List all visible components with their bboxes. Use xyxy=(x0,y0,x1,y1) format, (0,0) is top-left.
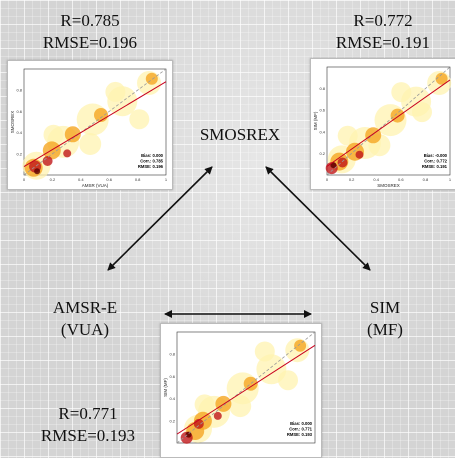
x-tick-label: 0.8 xyxy=(135,177,141,182)
x-tick-label: 0 xyxy=(23,177,26,182)
node-amsr-e: AMSR-E (VUA) xyxy=(30,297,140,341)
density-blob xyxy=(391,82,412,103)
node-sim-source: (MF) xyxy=(367,320,403,339)
x-tick-label: 1 xyxy=(165,177,168,182)
density-blob xyxy=(355,150,364,159)
stats-amsr-sim: R=0.771 RMSE=0.193 xyxy=(18,403,158,447)
node-amsr-source: (VUA) xyxy=(60,320,110,339)
one-to-one-line xyxy=(23,68,167,176)
x-tick-label: 0.4 xyxy=(373,177,379,182)
y-tick-label: 0.6 xyxy=(169,374,175,379)
y-tick-label: 0.4 xyxy=(16,130,22,135)
stats-sim-smosrex: R=0.772 RMSE=0.191 xyxy=(318,10,448,54)
density-blob xyxy=(129,109,150,130)
x-tick-label: 0.4 xyxy=(78,177,84,182)
node-amsr-name: AMSR-E xyxy=(52,298,118,317)
node-sim: SIM (MF) xyxy=(345,297,425,341)
density-blob xyxy=(278,370,298,391)
density-blob xyxy=(79,133,102,155)
y-tick-label: 0.2 xyxy=(319,151,325,156)
y-tick-label: 0.4 xyxy=(319,129,325,134)
density-blob xyxy=(337,157,348,168)
density-cloud xyxy=(180,338,310,444)
plot-stat-text: RMSE: 0.193 xyxy=(287,432,313,437)
density-blob xyxy=(94,108,108,122)
density-blob xyxy=(243,376,258,391)
density-svg-amsr-smosrex: 0.2 0.4 0.6 0.8 0 0.2 0.4 0.6 0.8 1 SMOSREX AMSR (V… xyxy=(10,68,168,188)
stat-rmse-amsr-sim: RMSE=0.193 xyxy=(40,426,136,445)
plot-stat-text: Bias: 0.000 xyxy=(290,421,313,426)
stat-r-amsr-sim: R=0.771 xyxy=(58,404,118,423)
y-axis-label: SMOSREX xyxy=(10,111,15,134)
node-smosrex: SMOSREX xyxy=(199,125,281,144)
arrow-amsr-smosrex xyxy=(107,166,213,271)
y-tick-label: 0.2 xyxy=(169,418,175,423)
stats-amsr-smosrex: R=0.785 RMSE=0.196 xyxy=(20,10,160,54)
x-axis-label: SMOSREX xyxy=(377,183,400,188)
x-tick-label: 0.2 xyxy=(50,177,56,182)
stat-r-sim-smosrex: R=0.772 xyxy=(353,11,413,30)
y-axis-label: SIM (MF) xyxy=(313,111,318,130)
node-sim-name: SIM xyxy=(369,298,401,317)
density-cloud xyxy=(22,71,161,180)
stat-r-amsr-smosrex: R=0.785 xyxy=(60,11,120,30)
density-svg-sim-smosrex: 0.2 0.4 0.6 0.8 0 0.2 0.4 0.6 0.8 1 SIM (MF) SMOSRE… xyxy=(313,66,452,188)
one-to-one-line xyxy=(326,66,451,176)
y-tick-label: 0.6 xyxy=(319,108,325,113)
stat-rmse-amsr-smosrex: RMSE=0.196 xyxy=(42,33,138,52)
x-tick-label: 0.8 xyxy=(423,177,429,182)
y-axis-label: SIM (MF) xyxy=(163,378,168,397)
density-blob xyxy=(194,394,215,415)
plot-stat-text: Corr.: 0.785 xyxy=(140,159,163,164)
density-blob xyxy=(229,395,252,418)
density-blob xyxy=(105,81,126,102)
density-plot-amsr-sim: 0.2 0.4 0.6 0.8 SIM (MF) Bias: 0.000 Corr.: 0.… xyxy=(160,323,322,458)
plot-stat-text: Corr.: 0.771 xyxy=(289,427,312,432)
density-blob xyxy=(63,149,72,158)
x-tick-label: 1 xyxy=(449,177,452,182)
density-blob xyxy=(213,411,222,420)
plot-stat-text: RMSE: 0.196 xyxy=(138,164,164,169)
density-blob xyxy=(34,168,41,175)
x-tick-label: 0.6 xyxy=(398,177,404,182)
fit-line xyxy=(23,81,167,167)
density-blob xyxy=(42,156,53,166)
density-blob xyxy=(43,124,64,145)
density-blob xyxy=(64,126,81,143)
density-blob xyxy=(337,125,358,146)
density-blob xyxy=(185,431,192,438)
y-tick-label: 0.8 xyxy=(319,86,325,91)
y-tick-label: 0.4 xyxy=(169,396,175,401)
x-axis-label: AMSR (VUA) xyxy=(82,183,109,188)
x-tick-label: 0 xyxy=(326,177,329,182)
x-tick-label: 0.2 xyxy=(349,177,355,182)
fit-line xyxy=(176,344,316,435)
plot-stat-text: Bias: -0.000 xyxy=(424,153,448,158)
density-plot-amsr-smosrex: 0.2 0.4 0.6 0.8 0 0.2 0.4 0.6 0.8 1 SMOSREX AMSR (V… xyxy=(7,60,173,190)
density-blob xyxy=(412,102,432,123)
density-blob xyxy=(294,339,307,352)
y-tick-label: 0.8 xyxy=(16,88,22,93)
x-tick-label: 0.6 xyxy=(106,177,112,182)
plot-stat-text: Bias: 0.000 xyxy=(141,153,164,158)
density-blob xyxy=(254,341,275,362)
stat-rmse-sim-smosrex: RMSE=0.191 xyxy=(335,33,431,52)
arrow-smosrex-sim xyxy=(265,166,371,271)
density-blob xyxy=(330,162,337,169)
one-to-one-line xyxy=(176,331,316,444)
plot-stat-text: RMSE: 0.191 xyxy=(422,164,448,169)
density-plot-sim-smosrex: 0.2 0.4 0.6 0.8 0 0.2 0.4 0.6 0.8 1 SIM (MF) SMOSRE… xyxy=(310,58,455,190)
density-blob xyxy=(145,72,158,85)
plot-stat-text: Corr.: 0.772 xyxy=(424,159,447,164)
density-blob xyxy=(435,72,448,85)
y-tick-label: 0.6 xyxy=(16,109,22,114)
fit-line xyxy=(326,79,451,167)
y-tick-label: 0.2 xyxy=(16,151,22,156)
y-tick-label: 0.8 xyxy=(169,352,175,357)
